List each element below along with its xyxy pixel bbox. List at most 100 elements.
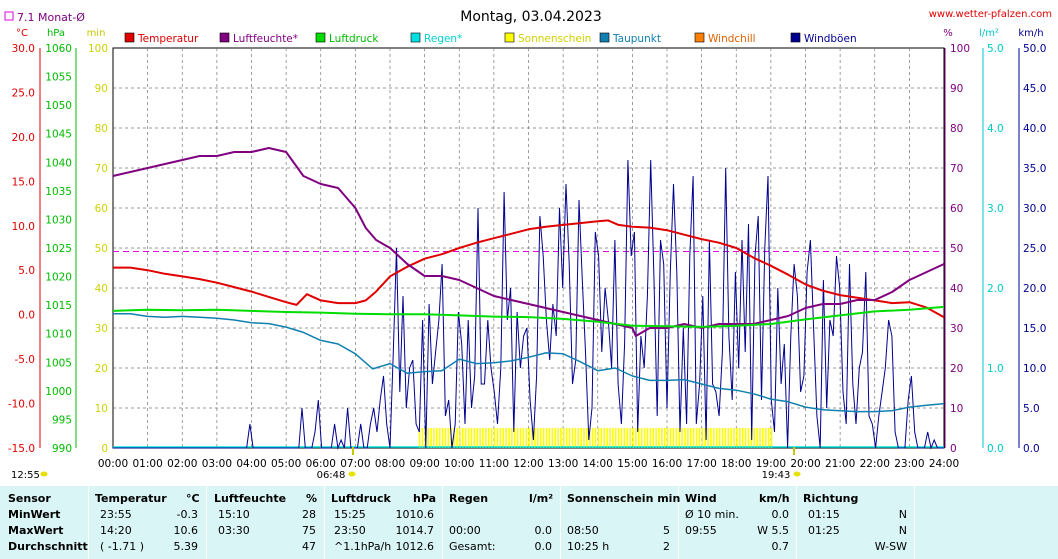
humidity-axis-tick: 20 — [950, 363, 963, 375]
x-tick: 16:00 — [652, 458, 682, 470]
x-tick: 00:00 — [98, 458, 128, 470]
sunshine-bar — [600, 428, 603, 448]
sunshine-bar — [687, 428, 689, 448]
sunshine-bar — [701, 428, 704, 448]
sunshine-bar — [548, 428, 551, 448]
sunshine-bar — [730, 428, 732, 448]
x-tick: 21:00 — [825, 458, 855, 470]
sunshine-bar — [545, 428, 548, 448]
hdr-temp: Temperatur — [95, 492, 167, 505]
sunshine-bar — [684, 428, 686, 448]
sunshine-bar — [623, 428, 626, 448]
sunset-time: 19:43 — [762, 470, 791, 481]
sunshine-bar — [655, 428, 657, 448]
stat-press-val: 1010.6 — [395, 508, 435, 521]
sunshine-bar — [505, 428, 507, 448]
sunshine-bar — [741, 428, 744, 448]
sunshine-bar — [594, 428, 597, 448]
sunshine-bar — [508, 428, 510, 448]
sunshine-bar — [614, 428, 617, 448]
sun-axis-tick: 10 — [95, 403, 108, 415]
x-tick: 08:00 — [375, 458, 405, 470]
legend-swatch — [504, 32, 515, 43]
humidity-axis-tick: 40 — [950, 283, 963, 295]
stat-temp-time: 14:20 — [100, 524, 132, 537]
pressure-axis-tick: 1000 — [45, 386, 72, 398]
hdr-hum: Luftfeuchte — [214, 492, 287, 505]
stat-dir-time: 01:25 — [808, 524, 840, 537]
pressure-axis-tick: 1030 — [45, 214, 72, 226]
pressure-axis-tick: 1005 — [45, 357, 72, 369]
hdr-rain: Regen — [449, 492, 489, 505]
sunshine-bar — [583, 428, 585, 448]
hdr-temp-unit: °C — [186, 492, 200, 505]
sun-axis-tick: 20 — [95, 363, 108, 375]
sun-icon — [40, 471, 48, 477]
sunshine-bar — [669, 428, 672, 448]
stat-hum-val: 28 — [302, 508, 316, 521]
stat-press-val: 1012.6 — [395, 540, 435, 553]
humidity-axis-tick: 80 — [950, 123, 963, 135]
sunshine-bar — [759, 428, 761, 448]
stat-rain-val: 0.0 — [534, 540, 553, 553]
hdr-sun: Sonnenschein min — [567, 492, 681, 505]
sunshine-bar — [597, 428, 600, 448]
humidity-axis-tick: 10 — [950, 403, 963, 415]
sunshine-bar — [626, 428, 629, 448]
legend-label: Windböen — [804, 33, 857, 45]
legend-label: Sonnenschein — [518, 33, 591, 45]
x-tick: 17:00 — [686, 458, 716, 470]
sunshine-bar — [733, 428, 735, 448]
stat-label: MaxWert — [8, 524, 64, 537]
sunshine-bar — [704, 428, 706, 448]
stat-hum-val: 47 — [302, 540, 316, 553]
temp-axis-tick: -10.0 — [8, 399, 35, 411]
rain-axis-tick: 4.0 — [987, 123, 1004, 135]
legend-label: Temperatur — [137, 33, 199, 45]
stats-table: Sensor Temperatur °C Luftfeuchte % Luftd… — [0, 486, 1058, 559]
sun-axis-tick: 60 — [95, 203, 108, 215]
sunshine-bar — [672, 428, 675, 448]
site-link[interactable]: www.wetter-pfalzen.com — [929, 9, 1052, 20]
x-tick: 20:00 — [790, 458, 820, 470]
sunshine-bar — [441, 428, 444, 448]
legend-label: Windchill — [708, 33, 756, 45]
stat-press-time: 15:25 — [334, 508, 366, 521]
x-tick: 15:00 — [617, 458, 647, 470]
sunshine-bar — [427, 428, 429, 448]
sunshine-bar — [462, 428, 464, 448]
sun-axis-tick: 50 — [95, 243, 108, 255]
rain-unit: l/m² — [979, 28, 999, 39]
stat-rain-time: Gesamt: — [449, 540, 496, 553]
legend-label: Regen* — [424, 33, 462, 45]
sunshine-bar — [519, 428, 522, 448]
temp-axis-tick: 5.0 — [18, 265, 35, 277]
sunshine-bar — [620, 428, 623, 448]
x-tick: 05:00 — [271, 458, 301, 470]
pressure-unit: hPa — [47, 28, 65, 39]
rain-axis-tick: 2.0 — [987, 283, 1004, 295]
stat-rain-val: 0.0 — [534, 524, 553, 537]
wind-axis-tick: 0.0 — [1023, 443, 1040, 455]
stat-dir-val: N — [898, 524, 907, 537]
sunshine-bar — [580, 428, 582, 448]
stat-sun-val: 2 — [663, 540, 670, 553]
sunshine-bar — [531, 428, 533, 448]
sunshine-bar — [649, 428, 652, 448]
stat-press-time: 23:50 — [334, 524, 366, 537]
sun-axis-tick: 100 — [88, 43, 108, 55]
sunshine-bar — [744, 428, 747, 448]
humidity-axis-tick: 100 — [950, 43, 970, 55]
pressure-axis-tick: 1050 — [45, 100, 72, 112]
sunshine-bar — [456, 428, 458, 448]
sunshine-bar — [629, 428, 631, 448]
legend-label: Luftfeuchte* — [233, 33, 298, 45]
sunshine-bar — [574, 428, 577, 448]
plot-area — [112, 147, 945, 450]
sunshine-bar — [710, 428, 712, 448]
month-avg-label: 7.1 Monat-Ø — [17, 11, 85, 24]
left-time: 12:55 — [11, 470, 40, 481]
sunshine-bar — [747, 428, 750, 448]
sunshine-bar — [418, 428, 421, 448]
x-tick: 10:00 — [444, 458, 474, 470]
